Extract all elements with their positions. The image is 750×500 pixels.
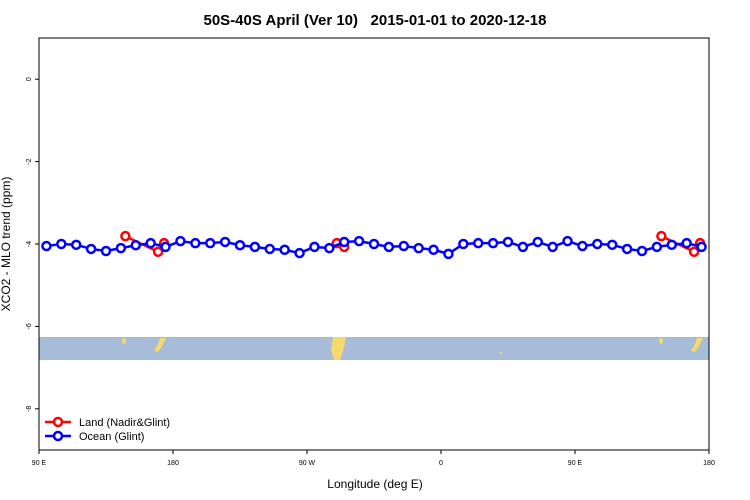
data-point (696, 241, 707, 253)
legend-marker (52, 416, 64, 428)
data-point (219, 236, 231, 248)
legend-marker (52, 430, 64, 442)
data-point (656, 230, 667, 242)
y-tick-label: -2 (26, 158, 33, 164)
data-point (398, 240, 410, 252)
map-strip (39, 337, 709, 360)
data-point (175, 235, 186, 247)
data-point (85, 243, 97, 255)
chart-title: 50S-40S April (Ver 10) 2015-01-01 to 202… (204, 12, 547, 29)
x-axis-label: Longitude (deg E) (327, 477, 422, 491)
data-point (577, 240, 588, 252)
data-point (472, 237, 484, 249)
data-point (651, 241, 663, 253)
data-point (443, 248, 454, 260)
data-point (56, 238, 67, 250)
data-point (324, 242, 335, 254)
data-point (532, 236, 544, 248)
data-point (592, 238, 603, 250)
data-point (279, 244, 290, 256)
data-point (502, 236, 514, 248)
x-tick-label: 180 (703, 460, 715, 467)
data-point (41, 240, 52, 252)
x-tick-label: 180 (167, 460, 179, 467)
x-tick-label: 0 (439, 460, 443, 467)
data-point (115, 242, 127, 254)
data-point (234, 239, 246, 251)
data-point (383, 241, 395, 253)
data-point (688, 246, 700, 258)
data-point (562, 235, 573, 247)
data-point (70, 239, 82, 251)
x-tick-label: 90 W (299, 460, 316, 467)
data-point (428, 244, 439, 256)
y-tick-label: -8 (26, 406, 33, 412)
data-point (368, 238, 380, 250)
data-point (413, 242, 424, 254)
y-tick-label: -6 (26, 323, 33, 329)
data-point (130, 239, 142, 251)
data-point (100, 245, 112, 257)
data-point (547, 241, 558, 253)
data-point (120, 230, 131, 242)
legend-label: Ocean (Glint) (79, 431, 144, 443)
data-point (338, 236, 350, 248)
data-point (458, 238, 469, 250)
data-point (190, 237, 201, 249)
legend-label: Land (Nadir&Glint) (79, 417, 170, 429)
data-point (517, 241, 529, 253)
x-tick-label: 90 E (568, 460, 583, 467)
data-point (681, 237, 692, 249)
data-point (152, 246, 164, 258)
data-point (666, 239, 678, 251)
data-point (294, 247, 305, 259)
data-point (636, 245, 648, 257)
data-point (487, 237, 499, 249)
x-tick-label: 90 E (32, 460, 47, 467)
data-point (606, 239, 618, 251)
data-point (621, 243, 633, 255)
data-point (264, 243, 276, 255)
data-point (353, 235, 365, 247)
data-point (204, 237, 216, 249)
data-point (145, 237, 156, 249)
data-point (309, 241, 320, 253)
data-point (160, 241, 171, 253)
y-tick-label: -4 (26, 241, 33, 247)
y-tick-label: 0 (26, 77, 33, 81)
y-axis-label: XCO2 - MLO trend (ppm) (0, 177, 13, 312)
data-point (249, 241, 261, 253)
